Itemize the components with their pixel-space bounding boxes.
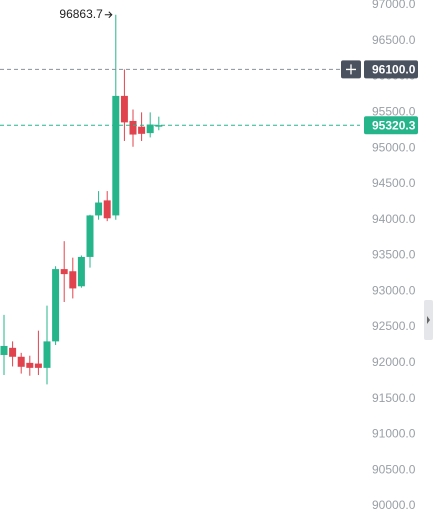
candle-body: [146, 124, 154, 134]
candle-body: [112, 95, 120, 216]
crosshair-plus: [346, 64, 356, 75]
y-tick-label: 92000.0: [372, 355, 416, 369]
crosshair-label: 96100.0: [372, 63, 416, 77]
candle-body: [69, 271, 77, 289]
candle-body: [86, 215, 94, 257]
candle-body: [0, 345, 8, 355]
y-tick-label: 94500.0: [372, 176, 416, 190]
candle-body: [155, 125, 163, 127]
price-label: 95320.3: [372, 118, 416, 132]
y-tick-label: 95000.0: [372, 140, 416, 154]
candle-body: [120, 95, 128, 123]
candle-body: [138, 126, 146, 134]
y-tick-label: 93500.0: [372, 248, 416, 262]
candle-body: [34, 363, 42, 368]
y-tick-label: 93000.0: [372, 283, 416, 297]
candle-body: [129, 120, 137, 135]
candle-body: [95, 202, 103, 216]
y-tick-label: 91500.0: [372, 391, 416, 405]
high-label: 96863.7: [59, 7, 103, 21]
y-tick-label: 94000.0: [372, 212, 416, 226]
candle-body: [9, 347, 17, 357]
candle-body: [52, 269, 60, 342]
price-label-box: [364, 116, 418, 135]
side-handle-arrow: [427, 316, 430, 324]
y-tick-label: 91000.0: [372, 427, 416, 441]
y-tick-label: 90000.0: [372, 498, 416, 512]
y-tick-label: 90500.0: [372, 462, 416, 476]
y-tick-label: 95500.0: [372, 105, 416, 119]
candle-body: [60, 269, 68, 275]
y-tick-label: 96500.0: [372, 33, 416, 47]
candle-body: [26, 362, 34, 368]
candle-body: [103, 200, 111, 219]
crosshair-label-box: [364, 60, 418, 79]
y-tick-label: 92500.0: [372, 319, 416, 333]
high-arrow: [104, 11, 113, 19]
candle-body: [43, 341, 51, 368]
candle-body: [17, 356, 25, 367]
candle-body: [77, 256, 85, 287]
y-tick-label: 97000.0: [372, 0, 416, 11]
